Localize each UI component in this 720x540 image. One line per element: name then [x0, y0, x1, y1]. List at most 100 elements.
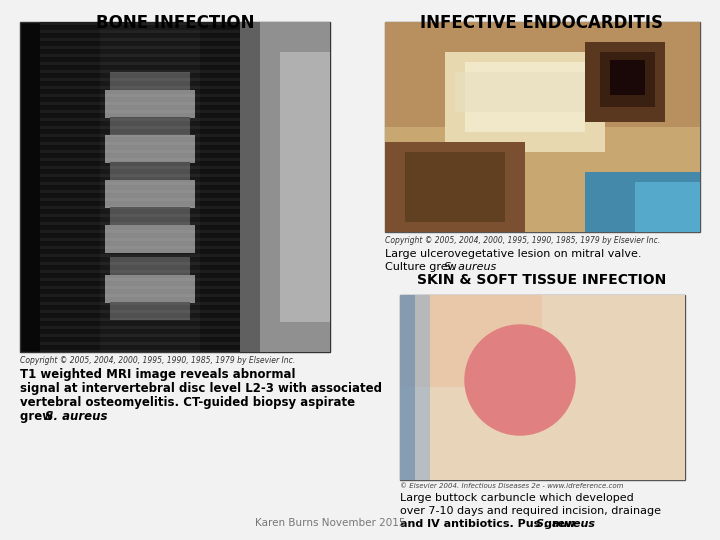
Bar	[40, 190, 240, 193]
Circle shape	[465, 325, 575, 435]
Text: INFECTIVE ENDOCARDITIS: INFECTIVE ENDOCARDITIS	[420, 14, 664, 32]
Bar	[40, 326, 240, 329]
Text: Copyright © 2005, 2004, 2000, 1995, 1990, 1985, 1979 by Elsevier Inc.: Copyright © 2005, 2004, 2000, 1995, 1990…	[385, 236, 660, 245]
Bar	[110, 302, 190, 320]
Bar	[600, 52, 655, 107]
Bar	[40, 294, 240, 297]
Circle shape	[480, 340, 560, 420]
Bar	[40, 166, 240, 169]
Bar	[40, 134, 240, 137]
Bar	[40, 302, 240, 305]
Text: Copyright © 2005, 2004, 2000, 1995, 1990, 1985, 1979 by Elsevier Inc.: Copyright © 2005, 2004, 2000, 1995, 1990…	[20, 356, 295, 365]
Bar	[400, 295, 685, 480]
Text: Large buttock carbuncle which developed: Large buttock carbuncle which developed	[400, 493, 634, 503]
Bar	[105, 275, 195, 303]
Text: © Elsevier 2004. Infectious Diseases 2e - www.idreference.com: © Elsevier 2004. Infectious Diseases 2e …	[400, 483, 624, 489]
Bar	[40, 54, 240, 57]
Bar	[105, 225, 195, 253]
Bar	[585, 172, 700, 232]
Bar	[400, 295, 685, 480]
Bar	[40, 254, 240, 257]
Bar	[40, 30, 240, 33]
Bar	[465, 62, 585, 132]
Bar	[400, 295, 430, 480]
Bar	[610, 60, 645, 95]
Circle shape	[505, 365, 535, 395]
Bar	[40, 182, 240, 185]
Bar	[585, 42, 665, 122]
Text: T1 weighted MRI image reveals abnormal: T1 weighted MRI image reveals abnormal	[20, 368, 295, 381]
Text: BONE INFECTION: BONE INFECTION	[96, 14, 254, 32]
Bar	[40, 86, 240, 89]
Bar	[40, 62, 240, 65]
Bar	[40, 22, 240, 25]
Bar	[280, 52, 330, 322]
Bar	[40, 246, 240, 249]
Bar	[240, 22, 330, 352]
Text: vertebral osteomyelitis. CT-guided biopsy aspirate: vertebral osteomyelitis. CT-guided biops…	[20, 396, 355, 409]
Text: signal at intervertebral disc level L2-3 with associated: signal at intervertebral disc level L2-3…	[20, 382, 382, 395]
Text: over 7-10 days and required incision, drainage: over 7-10 days and required incision, dr…	[400, 506, 661, 516]
Bar	[40, 94, 240, 97]
Bar	[110, 257, 190, 275]
Bar	[40, 342, 240, 345]
Bar	[405, 152, 505, 222]
Bar	[40, 318, 240, 321]
Bar	[110, 72, 190, 90]
Bar	[40, 310, 240, 313]
Bar	[385, 22, 700, 127]
Text: and IV antibiotics. Pus grew: and IV antibiotics. Pus grew	[400, 519, 579, 529]
Bar	[110, 117, 190, 135]
Bar	[40, 174, 240, 177]
Bar	[100, 22, 200, 352]
Bar	[110, 162, 190, 180]
Text: S. aureus: S. aureus	[45, 410, 107, 423]
Bar	[40, 150, 240, 153]
Bar	[260, 22, 330, 352]
Bar	[40, 206, 240, 209]
Bar	[385, 22, 700, 232]
Bar	[40, 286, 240, 289]
Bar	[40, 102, 240, 105]
Bar	[20, 22, 330, 352]
Bar	[40, 350, 240, 353]
Bar	[105, 90, 195, 118]
Circle shape	[492, 352, 548, 408]
Text: grew: grew	[20, 410, 58, 423]
Bar	[40, 118, 240, 121]
Text: SKIN & SOFT TISSUE INFECTION: SKIN & SOFT TISSUE INFECTION	[418, 273, 667, 287]
Bar	[40, 78, 240, 81]
Bar	[40, 334, 240, 337]
Bar	[40, 142, 240, 145]
Bar	[40, 270, 240, 273]
Bar	[40, 278, 240, 281]
Bar	[40, 126, 240, 129]
Bar	[40, 110, 240, 113]
Bar	[400, 295, 542, 387]
Bar	[40, 262, 240, 265]
Bar	[635, 182, 700, 232]
Bar	[105, 135, 195, 163]
Bar	[40, 198, 240, 201]
Bar	[400, 295, 415, 480]
Text: Karen Burns November 2015: Karen Burns November 2015	[255, 518, 405, 528]
Bar	[385, 127, 700, 232]
Bar	[40, 158, 240, 161]
Bar	[40, 214, 240, 217]
Bar	[40, 22, 240, 352]
Bar	[445, 52, 605, 152]
Bar	[385, 142, 525, 232]
Bar	[105, 180, 195, 208]
Text: Large ulcerovegetative lesion on mitral valve.: Large ulcerovegetative lesion on mitral …	[385, 249, 642, 259]
Bar	[40, 70, 240, 73]
Bar	[455, 72, 605, 112]
Bar	[40, 230, 240, 233]
Text: S. aureus: S. aureus	[536, 519, 595, 529]
Bar	[40, 46, 240, 49]
Bar	[40, 222, 240, 225]
Bar	[110, 207, 190, 225]
Text: S. aureus: S. aureus	[444, 262, 496, 272]
Bar	[40, 238, 240, 241]
Text: Culture grew: Culture grew	[385, 262, 460, 272]
Bar	[40, 38, 240, 41]
